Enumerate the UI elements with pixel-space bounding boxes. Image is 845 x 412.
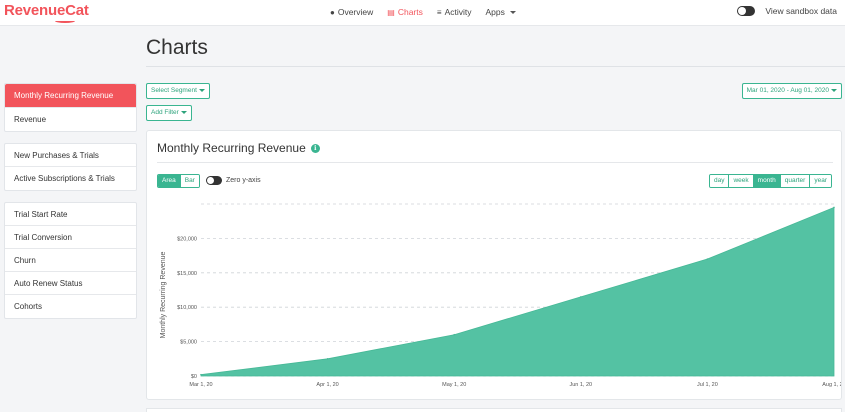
data-point <box>706 258 709 260</box>
y-tick-label: $5,000 <box>180 340 197 346</box>
x-tick-label: Mar 1, 20 <box>189 382 212 388</box>
resolution-day[interactable]: day <box>709 175 730 187</box>
nav-overview-label: Overview <box>337 7 374 17</box>
sidebar-item-churn[interactable]: Churn <box>5 249 136 272</box>
chart-icon: ▤ <box>387 7 395 17</box>
resolution-year[interactable]: year <box>810 175 831 187</box>
data-point <box>200 373 202 376</box>
sidebar-item-revenue[interactable]: Revenue <box>14 115 47 124</box>
resolution-month[interactable]: month <box>753 175 781 187</box>
data-point <box>453 333 456 336</box>
nav-activity[interactable]: ≡ Activity <box>437 7 472 17</box>
date-range-picker[interactable]: Mar 01, 2020 - Aug 01, 2020 <box>741 83 842 99</box>
chevron-down-icon <box>509 10 516 14</box>
x-tick-label: Aug 1, 20 <box>822 382 841 388</box>
title-divider <box>146 66 845 67</box>
resolution-quarter[interactable]: quarter <box>780 175 811 187</box>
sidebar-item-trial-conversion[interactable]: Trial Conversion <box>5 226 136 249</box>
add-filter-button[interactable]: Add Filter <box>146 105 192 121</box>
data-point <box>833 206 835 209</box>
y-tick-label: $20,000 <box>177 236 197 242</box>
select-segment-label: Select Segment <box>151 87 197 94</box>
data-point <box>326 358 329 360</box>
chart-type-toggle: Area Bar <box>157 174 200 188</box>
page-title: Charts <box>146 36 208 59</box>
x-tick-label: Apr 1, 20 <box>316 382 338 388</box>
list-icon: ≡ <box>436 7 442 17</box>
sidebar-item-trial-start-rate[interactable]: Trial Start Rate <box>5 203 136 226</box>
chevron-down-icon <box>180 111 187 114</box>
mrr-area-series <box>200 206 835 377</box>
resolution-week[interactable]: week <box>729 175 754 187</box>
sidebar-item-active-subscriptions[interactable]: Active Subscriptions & Trials <box>14 174 115 183</box>
chart-type-area[interactable]: Area <box>158 175 181 187</box>
y-axis-label: Monthly Recurring Revenue <box>160 252 167 339</box>
sidebar-group-revenue: Monthly Recurring Revenue Revenue <box>4 83 137 132</box>
main-nav: ● Overview ▤ Charts ≡ Activity Apps <box>330 7 516 17</box>
sidebar-group-subscriptions: New Purchases & Trials Active Subscripti… <box>4 143 137 191</box>
sandbox-toggle[interactable] <box>737 6 756 16</box>
sidebar-item-new-purchases[interactable]: New Purchases & Trials <box>5 144 136 167</box>
chevron-down-icon <box>831 89 837 92</box>
x-tick-label: May 1, 20 <box>442 382 466 388</box>
card-divider <box>157 162 833 163</box>
sidebar-item-auto-renew[interactable]: Auto Renew Status <box>5 272 136 295</box>
date-range-label: Mar 01, 2020 - Aug 01, 2020 <box>746 87 829 94</box>
sidebar-group-trials: Trial Start Rate Trial Conversion Churn … <box>4 202 137 319</box>
logo-smile <box>55 19 75 23</box>
y-tick-label: $10,000 <box>177 305 197 311</box>
chevron-down-icon <box>198 89 205 92</box>
chart-type-bar[interactable]: Bar <box>180 175 199 187</box>
y-tick-label: $0 <box>191 374 197 380</box>
sandbox-label: View sandbox data <box>765 6 837 16</box>
nav-apps-dropdown[interactable]: Apps <box>485 7 516 17</box>
top-nav: RevenueCat ● Overview ▤ Charts ≡ Activit… <box>0 0 845 26</box>
chart-title-text: Monthly Recurring Revenue <box>157 141 306 155</box>
zero-y-axis-toggle[interactable] <box>206 176 222 185</box>
y-tick-label: $15,000 <box>177 271 197 277</box>
x-tick-label: Jun 1, 20 <box>569 382 592 388</box>
nav-overview[interactable]: ● Overview <box>330 7 373 17</box>
chart-card-title: Monthly Recurring Revenue i <box>157 141 320 155</box>
sidebar-item-mrr[interactable]: Monthly Recurring Revenue <box>5 84 136 108</box>
nav-activity-label: Activity <box>444 7 472 17</box>
add-filter-label: Add Filter <box>151 109 179 116</box>
zero-y-axis-toggle-group: Zero y-axis <box>206 176 261 185</box>
chart-card: Monthly Recurring Revenue i Area Bar Zer… <box>146 130 842 400</box>
mrr-area-chart: $0 $5,000 $10,000 $15,000 $20,000 Mar 1, 20 Ap… <box>160 203 841 388</box>
x-tick-label: Jul 1, 20 <box>697 382 718 388</box>
info-icon[interactable]: i <box>310 143 320 153</box>
sandbox-toggle-group: View sandbox data <box>737 6 837 16</box>
zero-y-axis-label: Zero y-axis <box>226 177 261 184</box>
logo[interactable]: RevenueCat <box>4 2 89 19</box>
resolution-toggle: day week month quarter year <box>708 174 832 188</box>
select-segment-button[interactable]: Select Segment <box>146 83 210 99</box>
data-point <box>580 296 582 298</box>
sidebar-item-cohorts[interactable]: Cohorts <box>14 302 43 311</box>
nav-charts[interactable]: ▤ Charts <box>387 7 423 17</box>
map-pin-icon: ● <box>330 7 335 17</box>
nav-apps-label: Apps <box>485 7 505 17</box>
nav-charts-label: Charts <box>397 7 423 17</box>
next-card-edge <box>146 408 842 412</box>
